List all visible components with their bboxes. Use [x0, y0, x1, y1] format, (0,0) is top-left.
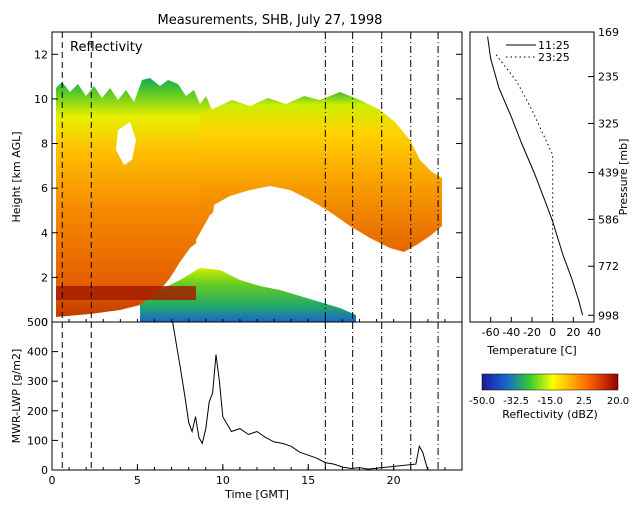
colorbar-tick-label: -15.0	[537, 396, 563, 407]
temperature-series-23-25	[495, 53, 554, 316]
pressure-axis-label: Pressure [mb]	[617, 139, 630, 216]
reflectivity-y-axis: 0 2 4 6 8 10 12	[34, 48, 462, 329]
legend-label-23-25: 23:25	[538, 51, 570, 64]
temperature-panel: -60 -40 -20 0 20 40 Temperature [C] 11:25 23:…	[469, 31, 601, 357]
lwp-xlabel: Time [GMT]	[224, 488, 289, 501]
echo-main-convective	[56, 78, 215, 317]
colorbar: -50.0 -32.5 -15.0 2.5 20.0 Reflectivity (dBZ…	[469, 373, 629, 421]
pressure-tick-label: 325	[598, 117, 619, 130]
legend-label-11-25: 11:25	[538, 39, 570, 52]
colorbar-label: Reflectivity (dBZ)	[502, 408, 598, 421]
lwp-series	[172, 322, 429, 470]
reflectivity-panel: Reflectivity 0 2 4 6 8 10 12 169 235 325 439 586 77…	[10, 26, 630, 329]
y-tick-label: 6	[41, 182, 48, 195]
pressure-tick-label: 169	[598, 26, 619, 39]
y-tick-label: 12	[34, 48, 48, 61]
lwp-panel: 0 100 200 300 400 500 0 5 10 15 20 MWR-LWP [g/m2]…	[10, 316, 463, 501]
temperature-tick-label: 20	[566, 326, 580, 339]
colorbar-ticks: -50.0 -32.5 -15.0 2.5 20.0	[469, 396, 629, 407]
temperature-x-axis: -60 -40 -20 0 20 40	[482, 317, 601, 339]
colorbar-tick-label: -32.5	[503, 396, 529, 407]
reflectivity-panel-label: Reflectivity	[70, 40, 143, 55]
pressure-tick-label: 998	[598, 309, 619, 322]
temperature-series-11-25	[487, 36, 584, 316]
colorbar-tick-label: -50.0	[469, 396, 495, 407]
colorbar-tick-label: 2.5	[576, 396, 592, 407]
temperature-frame	[469, 31, 595, 323]
pressure-tick-label: 235	[598, 71, 619, 84]
x-tick-label: 20	[387, 474, 401, 487]
lwp-ylabel: MWR-LWP [g/m2]	[10, 349, 23, 444]
x-tick-label: 0	[49, 474, 56, 487]
reflectivity-image	[56, 78, 442, 322]
y-tick-label: 4	[41, 227, 48, 240]
y-tick-label: 10	[34, 93, 48, 106]
lwp-y-tick-label: 100	[27, 434, 48, 447]
reflectivity-vlines	[61, 32, 439, 322]
lwp-y-tick-label: 500	[27, 316, 48, 329]
y-tick-label: 0	[41, 316, 48, 329]
lwp-y-tick-label: 300	[27, 375, 48, 388]
y-tick-label: 2	[41, 271, 48, 284]
echo-near-surface-band	[56, 286, 196, 300]
pressure-tick-label: 586	[598, 213, 619, 226]
temperature-tick-label: 40	[587, 326, 601, 339]
echo-lower-layer	[140, 268, 356, 322]
echo-gap	[116, 122, 136, 165]
x-tick-label: 15	[301, 474, 315, 487]
anvil-clear-area	[196, 190, 358, 278]
temperature-tick-label: -40	[502, 326, 520, 339]
temperature-tick-label: 0	[549, 326, 556, 339]
lwp-y-axis: 0 100 200 300 400 500	[27, 316, 58, 477]
y-tick-label: 8	[41, 138, 48, 151]
temperature-tick-label: -20	[523, 326, 541, 339]
temperature-xlabel: Temperature [C]	[486, 344, 576, 357]
lwp-frame	[51, 321, 463, 471]
lwp-y-tick-label: 200	[27, 405, 48, 418]
pressure-tick-label: 439	[598, 167, 619, 180]
x-tick-label: 5	[134, 474, 141, 487]
colorbar-gradient	[481, 373, 619, 391]
colorbar-tick-label: 20.0	[607, 396, 629, 407]
x-tick-label: 10	[216, 474, 230, 487]
lwp-x-axis: 0 5 10 15 20	[49, 319, 463, 487]
reflectivity-ylabel: Height [km AGL]	[10, 131, 23, 222]
pressure-tick-label: 772	[598, 260, 619, 273]
temperature-tick-label: -60	[482, 326, 500, 339]
pressure-axis: 169 235 325 439 586 772 998	[588, 26, 619, 322]
lwp-y-tick-label: 400	[27, 346, 48, 359]
lwp-y-tick-label: 0	[41, 464, 48, 477]
lwp-vlines	[61, 322, 439, 470]
figure-title: Measurements, SHB, July 27, 1998	[158, 13, 383, 28]
